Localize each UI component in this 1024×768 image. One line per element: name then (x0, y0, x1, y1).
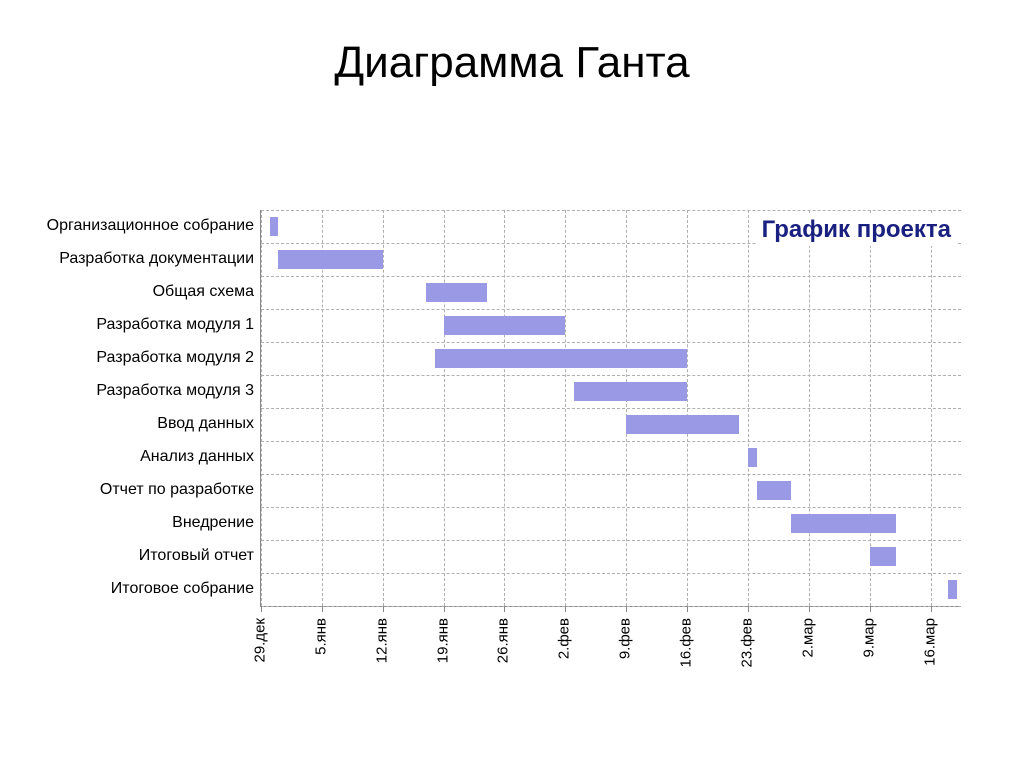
xtick-mark (444, 606, 445, 612)
xtick-label: 9.фев (617, 618, 634, 659)
gantt-chart: Организационное собрание Разработка докум… (20, 210, 980, 730)
vgrid-line (931, 210, 932, 606)
gantt-bar (748, 448, 757, 466)
xtick-label: 5.янв (312, 618, 329, 655)
task-label: Итоговый отчет (20, 547, 254, 565)
xtick-label: 2.мар (799, 618, 816, 658)
vgrid-line (809, 210, 810, 606)
xtick-label: 19.янв (434, 618, 451, 663)
task-label: Ввод данных (20, 415, 254, 433)
xtick-mark (322, 606, 323, 612)
hgrid-line (261, 507, 961, 508)
vgrid-line (504, 210, 505, 606)
xtick-mark (504, 606, 505, 612)
hgrid-line (261, 573, 961, 574)
hgrid-line (261, 375, 961, 376)
gantt-bar (626, 415, 739, 433)
vgrid-line (322, 210, 323, 606)
hgrid-line (261, 210, 961, 211)
xtick-label: 29.дек (252, 618, 269, 663)
xtick-mark (626, 606, 627, 612)
vgrid-line (626, 210, 627, 606)
hgrid-line (261, 474, 961, 475)
xtick-mark (748, 606, 749, 612)
vgrid-line (383, 210, 384, 606)
vgrid-line (444, 210, 445, 606)
task-label: Организационное собрание (20, 217, 254, 235)
xtick-mark (565, 606, 566, 612)
gantt-bar (574, 382, 687, 400)
hgrid-line (261, 309, 961, 310)
xtick-mark (383, 606, 384, 612)
gantt-bar (791, 514, 895, 532)
vgrid-line (565, 210, 566, 606)
task-label: Анализ данных (20, 448, 254, 466)
gantt-bar (948, 580, 957, 598)
gantt-bar (444, 316, 566, 334)
xtick-label: 2.фев (556, 618, 573, 659)
hgrid-line (261, 342, 961, 343)
gantt-bar (278, 250, 382, 268)
task-label: Разработка модуля 1 (20, 316, 254, 334)
gantt-bar (870, 547, 896, 565)
xtick-mark (931, 606, 932, 612)
plot-area: График проекта (260, 210, 961, 607)
xtick-mark (870, 606, 871, 612)
task-label: Разработка модуля 3 (20, 382, 254, 400)
task-label: Разработка модуля 2 (20, 349, 254, 367)
xtick-label: 16.фев (678, 618, 695, 668)
hgrid-line (261, 276, 961, 277)
xtick-label: 26.янв (495, 618, 512, 663)
gantt-bar (435, 349, 687, 367)
xtick-mark (809, 606, 810, 612)
page-root: Диаграмма Ганта Организационное собрание… (0, 0, 1024, 768)
gantt-bar (270, 217, 279, 235)
task-label: Отчет по разработке (20, 481, 254, 499)
task-label: Общая схема (20, 283, 254, 301)
hgrid-line (261, 540, 961, 541)
gantt-bar (757, 481, 792, 499)
page-title: Диаграмма Ганта (0, 38, 1024, 88)
xtick-mark (261, 606, 262, 612)
xtick-label: 16.мар (921, 618, 938, 666)
hgrid-line (261, 408, 961, 409)
vgrid-line (687, 210, 688, 606)
hgrid-line (261, 606, 961, 607)
vgrid-line (748, 210, 749, 606)
xtick-label: 9.мар (860, 618, 877, 658)
xtick-mark (687, 606, 688, 612)
gantt-bar (426, 283, 487, 301)
chart-legend: График проекта (756, 214, 957, 246)
vgrid-line (261, 210, 262, 606)
task-label: Итоговое собрание (20, 580, 254, 598)
xtick-label: 23.фев (738, 618, 755, 668)
task-label: Разработка документации (20, 250, 254, 268)
hgrid-line (261, 441, 961, 442)
xtick-label: 12.янв (373, 618, 390, 663)
task-label: Внедрение (20, 514, 254, 532)
